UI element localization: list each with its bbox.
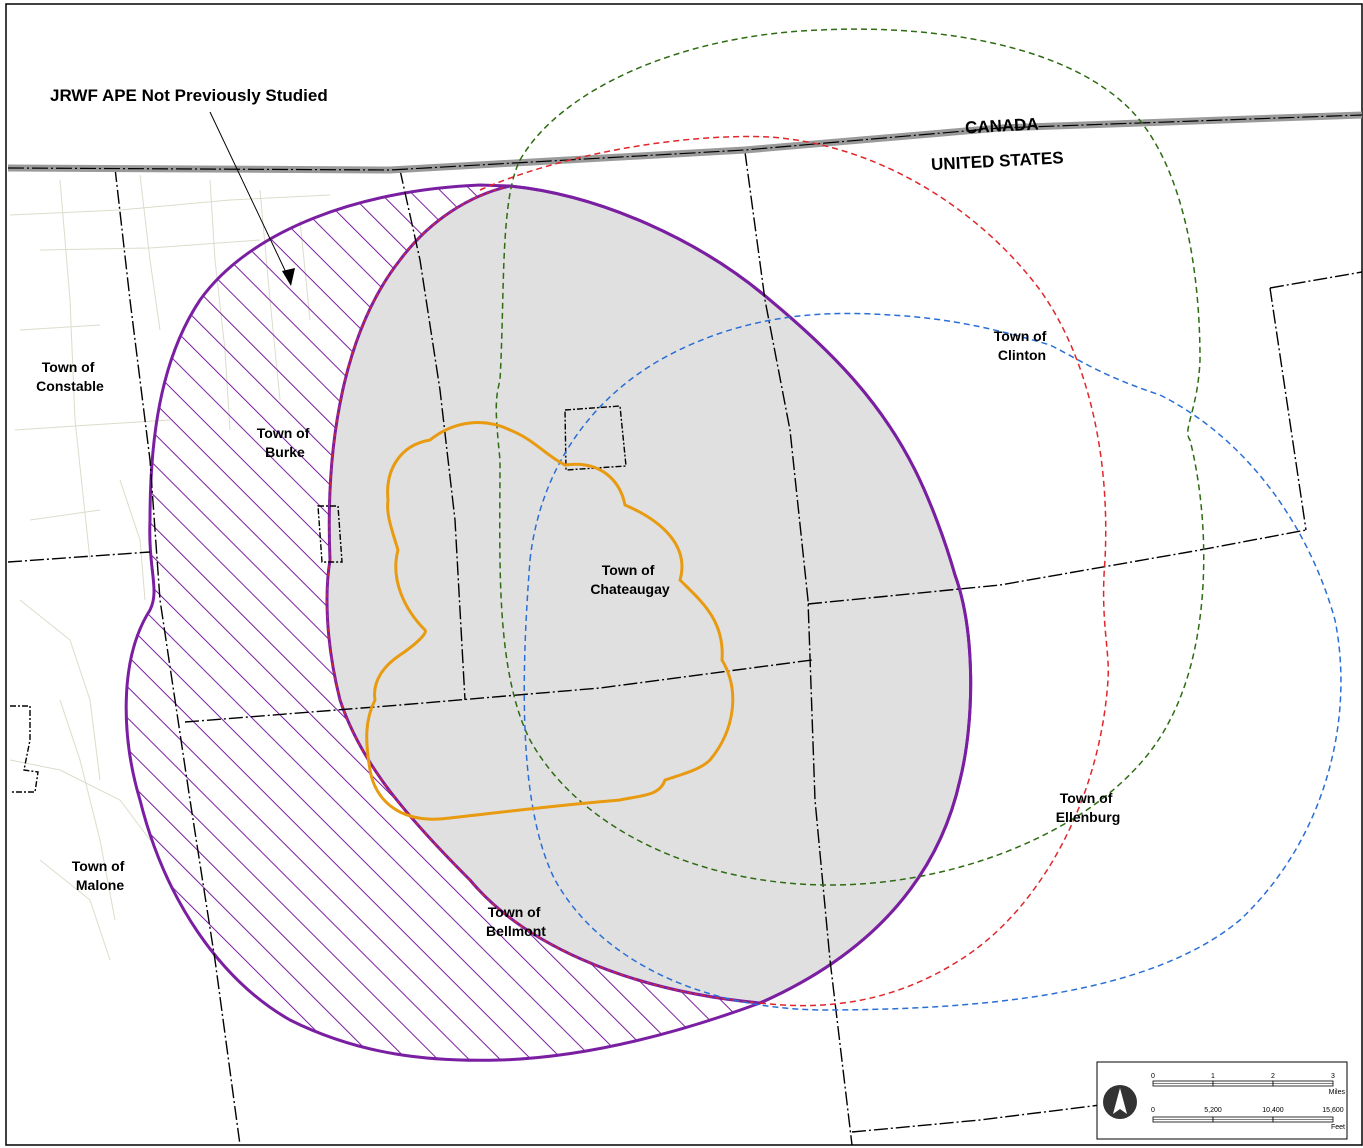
scalebar-miles-tick-1: 1 bbox=[1211, 1073, 1215, 1080]
scalebar-miles: 0 1 2 3 Miles bbox=[1151, 1073, 1345, 1096]
callout-arrowhead bbox=[282, 268, 295, 286]
town-label-clinton-line1: Town of bbox=[994, 328, 1047, 344]
town-label-malone-line1: Town of bbox=[72, 858, 125, 874]
town-label-ellenburg-line1: Town of bbox=[1060, 790, 1113, 806]
town-label-burke: Town of Burke bbox=[257, 425, 314, 460]
legend-box: 0 1 2 3 Miles 0 5,200 10,400 15,600 Feet bbox=[1096, 1061, 1348, 1140]
scalebar-feet-unit: Feet bbox=[1331, 1124, 1345, 1131]
town-label-chateaugay-line2: Chateaugay bbox=[590, 581, 670, 597]
road-network bbox=[9, 174, 331, 961]
viewshed-circle-green bbox=[495, 28, 1205, 886]
project-boundary bbox=[365, 421, 735, 821]
study-area-red-edge bbox=[326, 185, 761, 1004]
town-label-bellmont-line1: Town of bbox=[488, 904, 541, 920]
north-arrow-icon bbox=[1113, 1088, 1127, 1114]
scalebar-miles-unit: Miles bbox=[1329, 1089, 1346, 1096]
viewshed-circle-red bbox=[479, 135, 1110, 1007]
scalebar-feet-tick-0: 0 bbox=[1151, 1107, 1155, 1114]
town-label-chateaugay: Town of Chateaugay bbox=[590, 562, 670, 597]
town-label-malone-line2: Malone bbox=[76, 877, 124, 893]
town-label-burke-line1: Town of bbox=[257, 425, 310, 441]
town-boundaries bbox=[7, 151, 1362, 1145]
international-border bbox=[7, 114, 1362, 171]
town-label-ellenburg-line2: Ellenburg bbox=[1056, 809, 1121, 825]
scalebar-feet-tick-3: 15,600 bbox=[1322, 1107, 1344, 1114]
scalebar-feet-tick-1: 5,200 bbox=[1204, 1107, 1222, 1114]
town-label-bellmont-line2: Bellmont bbox=[486, 923, 546, 939]
callout-label: JRWF APE Not Previously Studied bbox=[50, 86, 328, 105]
viewshed-circle-blue bbox=[523, 312, 1342, 1011]
town-label-constable-line2: Constable bbox=[36, 378, 104, 394]
legend-frame bbox=[1096, 1061, 1348, 1140]
scalebar-feet-tick-2: 10,400 bbox=[1262, 1107, 1284, 1114]
town-label-bellmont: Town of Bellmont bbox=[486, 904, 546, 939]
scalebar-miles-tick-0: 0 bbox=[1151, 1073, 1155, 1080]
scalebar-miles-tick-3: 3 bbox=[1331, 1073, 1335, 1080]
callout-leader bbox=[209, 111, 292, 284]
town-label-ellenburg: Town of Ellenburg bbox=[1056, 790, 1121, 825]
town-label-constable: Town of Constable bbox=[36, 359, 104, 394]
town-label-malone: Town of Malone bbox=[72, 858, 129, 893]
scalebar-miles-tick-2: 2 bbox=[1271, 1073, 1275, 1080]
town-label-burke-line2: Burke bbox=[265, 444, 305, 460]
town-label-constable-line1: Town of bbox=[42, 359, 95, 375]
ape-hatched-area bbox=[126, 185, 761, 1061]
town-label-clinton: Town of Clinton bbox=[994, 328, 1051, 363]
border-label-canada: CANADA bbox=[965, 115, 1040, 138]
town-label-chateaugay-line1: Town of bbox=[602, 562, 655, 578]
scalebar-feet: 0 5,200 10,400 15,600 Feet bbox=[1151, 1107, 1345, 1131]
town-label-clinton-line2: Clinton bbox=[998, 347, 1046, 363]
